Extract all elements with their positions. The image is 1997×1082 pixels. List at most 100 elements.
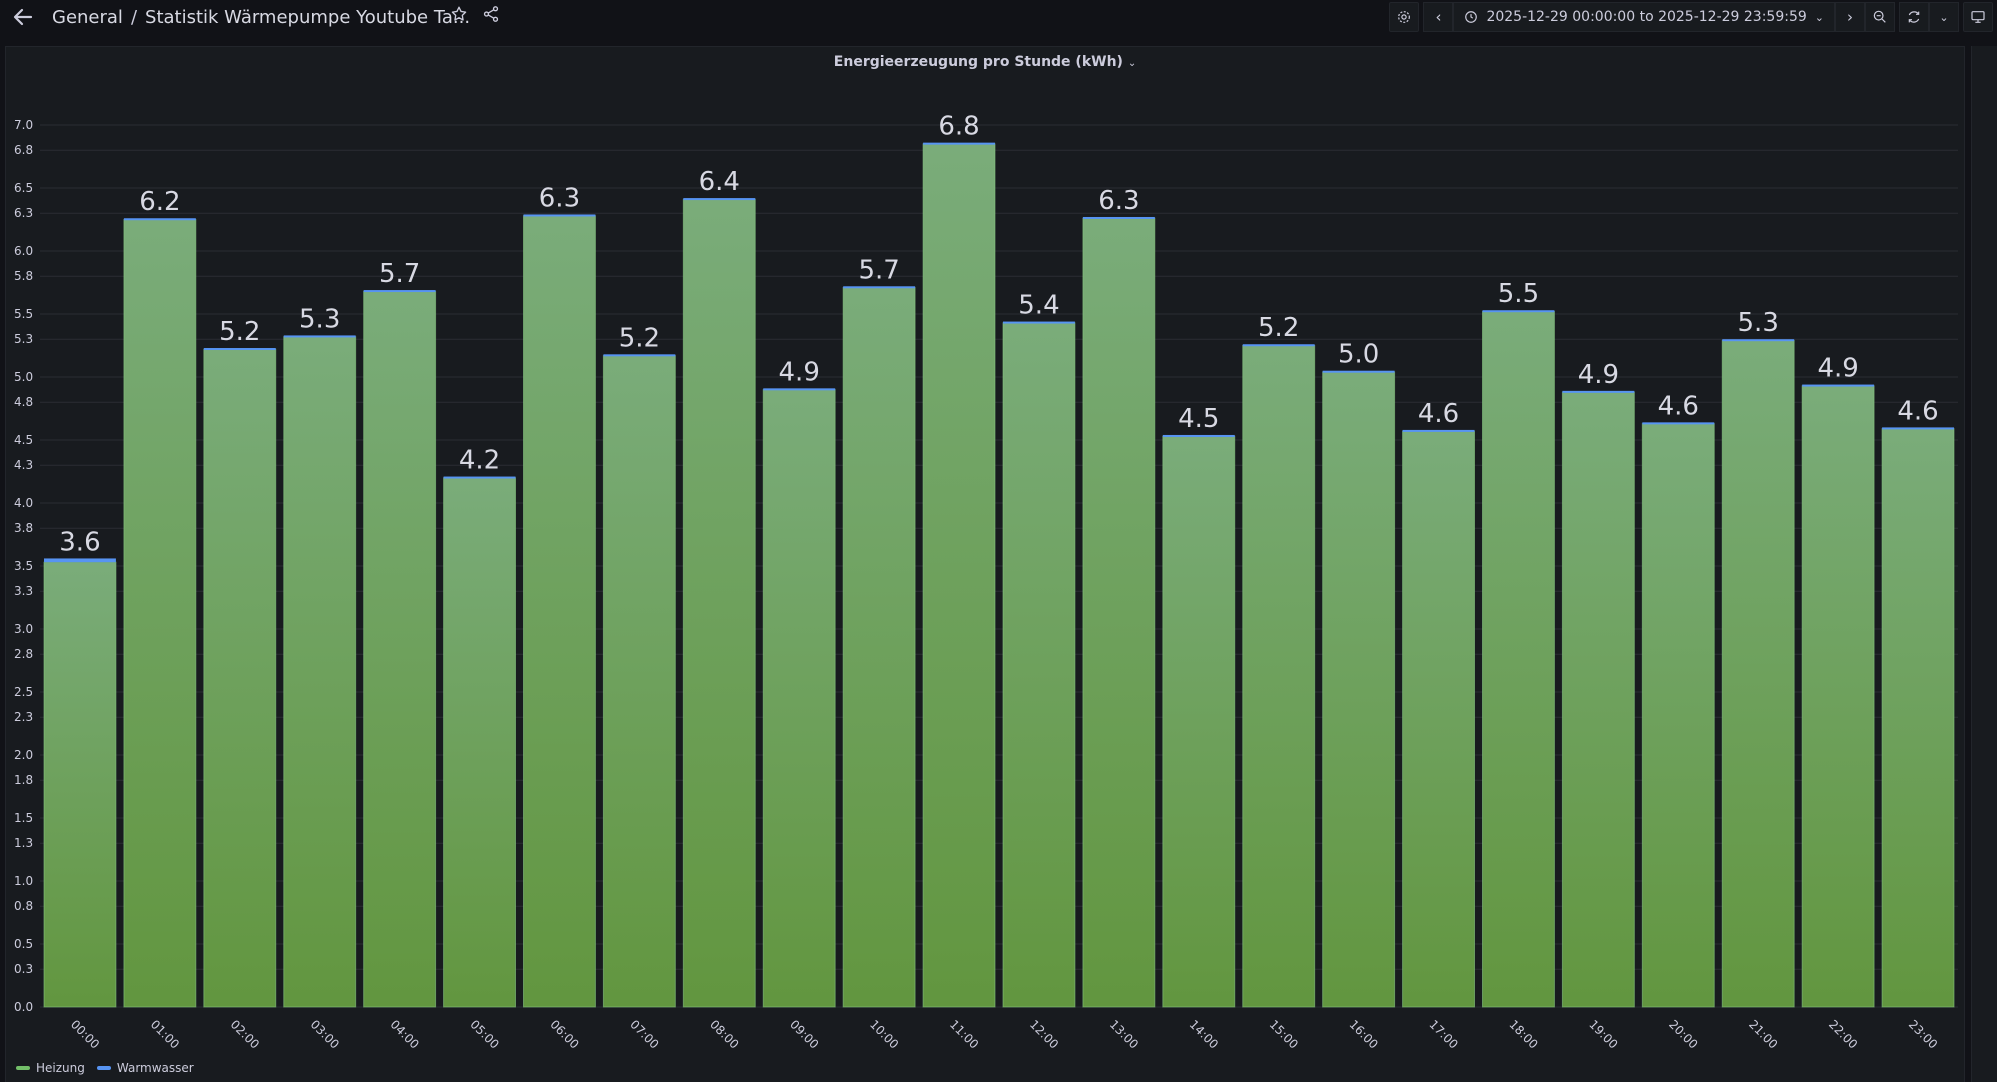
x-tick-label: 17:00 <box>1426 1017 1460 1051</box>
bar-warmwasser <box>1722 339 1795 342</box>
bar-heizung <box>1322 371 1396 1008</box>
dashboard-title[interactable]: Statistik Wärmepumpe Youtube Ta... <box>145 6 471 28</box>
breadcrumb-separator: / <box>130 6 138 28</box>
top-nav-bar: General / Statistik Wärmepumpe Youtube T… <box>0 0 1997 34</box>
x-tick-label: 13:00 <box>1107 1017 1141 1051</box>
time-range-label: 2025-12-29 00:00:00 to 2025-12-29 23:59:… <box>1486 9 1807 25</box>
bar-value-label: 4.6 <box>1658 391 1699 421</box>
bar-value-label: 5.7 <box>379 259 420 289</box>
refresh-group: ⌄ <box>1899 2 1959 32</box>
y-tick-label: 1.8 <box>14 773 33 787</box>
breadcrumb: General / Statistik Wärmepumpe Youtube T… <box>52 5 470 29</box>
zoom-out-icon[interactable] <box>1865 2 1895 32</box>
y-tick-label: 4.8 <box>14 395 33 409</box>
y-tick-label: 5.8 <box>14 269 33 283</box>
x-tick-label: 11:00 <box>947 1017 981 1051</box>
x-tick-label: 09:00 <box>787 1017 821 1051</box>
bar-warmwasser <box>1082 216 1155 219</box>
x-tick-label: 05:00 <box>467 1017 501 1051</box>
bar-heizung <box>43 561 117 1008</box>
x-tick-label: 19:00 <box>1586 1017 1620 1051</box>
y-tick-label: 0.5 <box>14 937 33 951</box>
time-range-picker[interactable]: 2025-12-29 00:00:00 to 2025-12-29 23:59:… <box>1453 2 1835 32</box>
gear-icon[interactable] <box>1389 2 1420 32</box>
bar-warmwasser <box>1162 434 1235 437</box>
y-tick-label: 6.8 <box>14 143 33 157</box>
bar-heizung <box>1641 423 1715 1008</box>
bar-heizung <box>283 336 357 1008</box>
bar-value-label: 5.3 <box>1738 308 1779 338</box>
bar-value-label: 4.6 <box>1897 396 1938 426</box>
legend-label-heizung: Heizung <box>36 1061 85 1075</box>
bar-warmwasser <box>603 354 676 357</box>
y-tick-label: 2.0 <box>14 748 33 762</box>
bar-warmwasser <box>523 214 596 217</box>
bar-value-label: 6.4 <box>699 167 740 197</box>
y-tick-label: 7.0 <box>14 118 33 132</box>
y-tick-label: 0.0 <box>14 1000 33 1014</box>
bar-heizung <box>1082 217 1156 1008</box>
x-tick-label: 16:00 <box>1347 1017 1381 1051</box>
bar-heizung <box>682 198 756 1008</box>
bar-heizung <box>203 348 277 1008</box>
y-tick-label: 4.5 <box>14 433 33 447</box>
legend-item-warmwasser[interactable]: Warmwasser <box>96 1061 194 1075</box>
breadcrumb-folder[interactable]: General <box>52 6 123 28</box>
side-panel-edge <box>1971 46 1997 1082</box>
bar-heizung <box>1561 391 1635 1008</box>
dashboard-toolbar: ‹ 2025-12-29 00:00:00 to 2025-12-29 23:5… <box>1389 2 1993 32</box>
x-tick-label: 08:00 <box>707 1017 741 1051</box>
refresh-interval-chevron-down-icon[interactable]: ⌄ <box>1929 2 1959 32</box>
bar-warmwasser <box>683 198 756 201</box>
bar-value-label: 4.2 <box>459 446 500 476</box>
y-tick-label: 1.5 <box>14 811 33 825</box>
bar-value-label: 5.2 <box>219 317 260 347</box>
y-tick-label: 2.5 <box>14 685 33 699</box>
legend-swatch-warmwasser <box>96 1066 111 1070</box>
bar-value-label: 4.9 <box>1817 354 1858 384</box>
x-tick-label: 04:00 <box>388 1017 422 1051</box>
y-tick-label: 6.0 <box>14 244 33 258</box>
y-tick-label: 3.8 <box>14 521 33 535</box>
chart-legend: Heizung Warmwasser <box>16 1061 194 1075</box>
y-tick-label: 0.8 <box>14 899 33 913</box>
time-picker-group: ‹ 2025-12-29 00:00:00 to 2025-12-29 23:5… <box>1423 2 1895 32</box>
x-tick-label: 15:00 <box>1267 1017 1301 1051</box>
bar-heizung <box>842 287 916 1008</box>
panel-title-menu[interactable]: Energieerzeugung pro Stunde (kWh) ⌄ <box>834 54 1136 70</box>
bar-warmwasser <box>1402 429 1475 432</box>
refresh-icon[interactable] <box>1899 2 1929 32</box>
bar-value-label: 5.3 <box>299 304 340 334</box>
bar-value-label: 5.2 <box>1258 313 1299 343</box>
y-tick-label: 5.3 <box>14 332 33 346</box>
bar-heizung <box>602 355 676 1008</box>
legend-item-heizung[interactable]: Heizung <box>16 1061 85 1075</box>
bar-value-label: 6.2 <box>139 187 180 217</box>
bar-heizung <box>522 215 596 1008</box>
bar-heizung <box>363 290 437 1008</box>
bar-warmwasser <box>843 286 916 289</box>
bar-heizung <box>1721 339 1795 1008</box>
y-tick-label: 3.5 <box>14 559 33 573</box>
chevron-left-icon[interactable]: ‹ <box>1423 2 1454 32</box>
star-icon[interactable] <box>450 5 468 23</box>
share-icon[interactable] <box>482 5 500 23</box>
tv-icon[interactable] <box>1963 2 1993 32</box>
chevron-down-icon: ⌄ <box>1814 10 1824 24</box>
bar-heizung <box>443 477 517 1008</box>
legend-swatch-heizung <box>16 1066 30 1070</box>
bar-heizung <box>1402 430 1476 1008</box>
bar-heizung <box>762 389 836 1008</box>
chevron-right-icon[interactable]: › <box>1835 2 1865 32</box>
bar-warmwasser <box>1002 321 1075 324</box>
bar-value-label: 4.9 <box>779 357 820 387</box>
back-arrow-icon[interactable] <box>8 2 38 32</box>
y-tick-label: 6.3 <box>14 206 33 220</box>
bar-value-label: 5.4 <box>1018 291 1059 321</box>
x-tick-label: 18:00 <box>1506 1017 1540 1051</box>
bar-heizung <box>1242 345 1316 1008</box>
panel-title: Energieerzeugung pro Stunde (kWh) ⌄ <box>6 54 1964 70</box>
bar-warmwasser <box>763 388 836 391</box>
x-tick-label: 02:00 <box>228 1017 262 1051</box>
